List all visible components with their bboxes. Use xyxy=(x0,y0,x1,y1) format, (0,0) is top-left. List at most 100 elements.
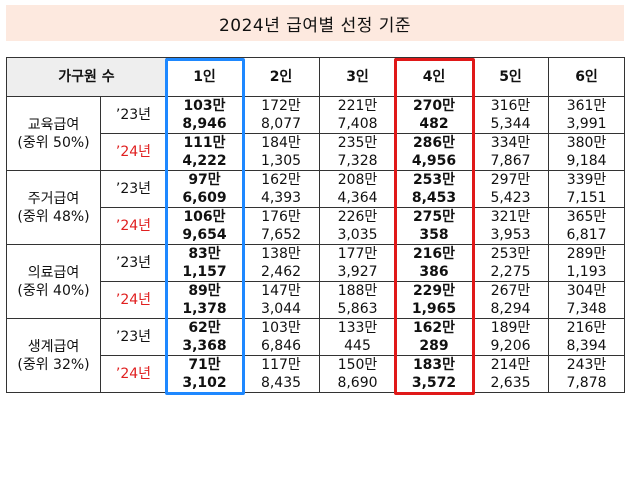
threshold-amount: 214만 xyxy=(490,357,531,373)
threshold-detail: 7,878 xyxy=(566,375,607,391)
threshold-amount: 297만 xyxy=(490,172,531,188)
threshold-detail: 7,408 xyxy=(337,116,378,132)
threshold-detail: 1,157 xyxy=(182,264,227,280)
year-label: ’24년 xyxy=(100,281,167,319)
threshold-amount: 188만 xyxy=(337,283,378,299)
threshold-amount: 253만 xyxy=(412,172,456,188)
amount-cell: 162만 4,393 xyxy=(242,170,320,208)
threshold-amount: 177만 xyxy=(337,246,378,262)
threshold-amount: 253만 xyxy=(490,246,531,262)
header-row: 가구원 수 1인 2인 3인 4인 5인 6인 xyxy=(6,57,625,97)
threshold-amount: 275만 xyxy=(412,209,456,225)
amount-cell: 339만 7,151 xyxy=(548,170,625,208)
amount-cell: 270만 482 xyxy=(395,96,473,134)
amount-cell: 172만 8,077 xyxy=(242,96,320,134)
amount-cell: 316만 5,344 xyxy=(472,96,549,134)
year-label: ’24년 xyxy=(100,207,167,245)
amount-cell: 304만 7,348 xyxy=(548,281,625,319)
threshold-detail: 5,344 xyxy=(490,116,531,132)
threshold-amount: 71만 xyxy=(188,357,221,373)
threshold-detail: 9,184 xyxy=(566,153,607,169)
amount-cell: 103만 8,946 xyxy=(166,96,243,134)
table-row: ’24년 111만 4,222 184만 1,305 235만 7,328 286만 4,956… xyxy=(7,133,625,171)
column-header: 2인 xyxy=(242,57,320,97)
threshold-detail: 2,635 xyxy=(490,375,531,391)
threshold-amount: 304만 xyxy=(566,283,607,299)
amount-cell: 361만 3,991 xyxy=(548,96,625,134)
threshold-amount: 361만 xyxy=(566,98,607,114)
amount-cell: 188만 5,863 xyxy=(319,281,396,319)
amount-cell: 221만 7,408 xyxy=(319,96,396,134)
amount-cell: 106만 9,654 xyxy=(166,207,243,245)
threshold-amount: 365만 xyxy=(566,209,607,225)
amount-cell: 214만 2,635 xyxy=(472,355,549,393)
threshold-detail: 7,328 xyxy=(337,153,378,169)
threshold-amount: 221만 xyxy=(337,98,378,114)
threshold-detail: 7,652 xyxy=(260,227,302,243)
threshold-amount: 176만 xyxy=(261,209,301,225)
threshold-detail: 8,435 xyxy=(260,375,302,391)
threshold-amount: 150만 xyxy=(337,357,378,373)
threshold-amount: 97만 xyxy=(188,172,221,188)
amount-cell: 267만 8,294 xyxy=(472,281,549,319)
benefit-name: 주거급여 xyxy=(27,190,80,207)
amount-cell: 216만 386 xyxy=(395,244,473,282)
threshold-amount: 103만 xyxy=(261,320,301,336)
threshold-detail: 1,305 xyxy=(260,153,302,169)
table-row: 생계급여 (중위 32%) ’23년 62만 3,368 103만 6,846 133만 445… xyxy=(6,318,625,393)
column-header: 5인 xyxy=(472,57,549,97)
threshold-amount: 339만 xyxy=(566,172,607,188)
threshold-detail: 4,956 xyxy=(411,153,457,169)
threshold-detail: 8,453 xyxy=(411,190,457,206)
threshold-detail: 8,690 xyxy=(337,375,378,391)
column-header: 3인 xyxy=(319,57,396,97)
threshold-detail: 5,423 xyxy=(490,190,531,206)
threshold-amount: 289만 xyxy=(566,246,607,262)
amount-cell: 189만 9,206 xyxy=(472,318,549,356)
amount-cell: 150만 8,690 xyxy=(319,355,396,393)
threshold-detail: 7,867 xyxy=(490,153,531,169)
amount-cell: 365만 6,817 xyxy=(548,207,625,245)
threshold-amount: 229만 xyxy=(412,283,456,299)
threshold-amount: 103만 xyxy=(183,98,226,114)
threshold-amount: 208만 xyxy=(337,172,378,188)
threshold-amount: 147만 xyxy=(261,283,301,299)
amount-cell: 62만 3,368 xyxy=(166,318,243,356)
page-title-text: 2024년 급여별 선정 기준 xyxy=(218,15,412,36)
page-title: 2024년 급여별 선정 기준 xyxy=(6,5,624,41)
threshold-detail: 8,077 xyxy=(260,116,302,132)
threshold-amount: 321만 xyxy=(490,209,531,225)
amount-cell: 275만 358 xyxy=(395,207,473,245)
table-row: 주거급여 (중위 48%) ’23년 97만 6,609 162만 4,393 208만 4,3… xyxy=(6,170,625,245)
amount-cell: 289만 1,193 xyxy=(548,244,625,282)
threshold-amount: 183만 xyxy=(412,357,456,373)
benefit-median-ratio: (중위 50%) xyxy=(17,134,90,151)
benefit-category: 생계급여 (중위 32%) xyxy=(6,318,101,393)
amount-cell: 235만 7,328 xyxy=(319,133,396,171)
threshold-detail: 8,294 xyxy=(490,301,531,317)
threshold-amount: 286만 xyxy=(412,135,456,151)
amount-cell: 253만 8,453 xyxy=(395,170,473,208)
threshold-amount: 184만 xyxy=(261,135,301,151)
threshold-detail: 3,102 xyxy=(182,375,227,391)
threshold-amount: 133만 xyxy=(337,320,378,336)
threshold-amount: 106만 xyxy=(183,209,226,225)
amount-cell: 216만 8,394 xyxy=(548,318,625,356)
amount-cell: 147만 3,044 xyxy=(242,281,320,319)
threshold-detail: 386 xyxy=(419,264,449,280)
threshold-amount: 316만 xyxy=(490,98,531,114)
benefit-name: 생계급여 xyxy=(27,338,80,355)
amount-cell: 286만 4,956 xyxy=(395,133,473,171)
household-size-header: 가구원 수 xyxy=(6,57,167,97)
threshold-amount: 162만 xyxy=(412,320,456,336)
threshold-amount: 216만 xyxy=(566,320,607,336)
benefit-category: 교육급여 (중위 50%) xyxy=(6,96,101,171)
threshold-detail: 358 xyxy=(419,227,449,243)
amount-cell: 162만 289 xyxy=(395,318,473,356)
amount-cell: 111만 4,222 xyxy=(166,133,243,171)
amount-cell: 184만 1,305 xyxy=(242,133,320,171)
year-label: ’24년 xyxy=(100,355,167,393)
benefit-criteria-table: 가구원 수 1인 2인 3인 4인 5인 6인 교육급여 (중위 50%) ’23년… xyxy=(6,57,625,393)
threshold-detail: 2,275 xyxy=(490,264,531,280)
threshold-detail: 1,965 xyxy=(411,301,457,317)
